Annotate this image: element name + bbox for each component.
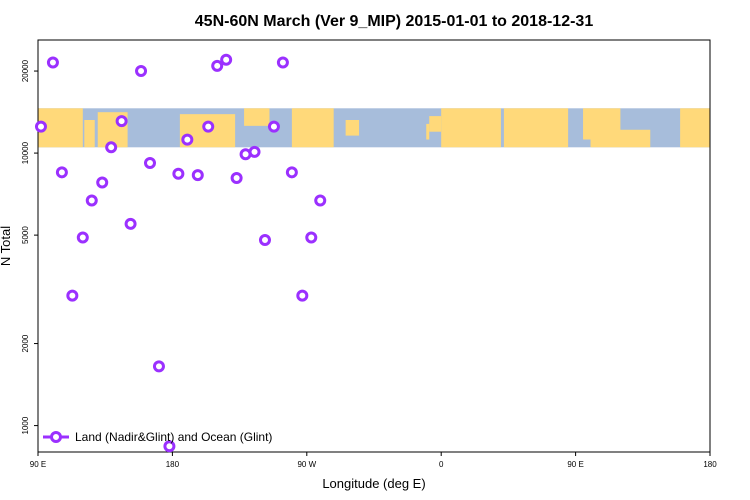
data-point <box>211 59 224 72</box>
x-tick-label: 180 <box>166 460 180 469</box>
data-point <box>258 233 271 246</box>
legend: Land (Nadir&Glint) and Ocean (Glint) <box>43 430 272 444</box>
data-point <box>85 194 98 207</box>
map-land-area <box>345 119 360 136</box>
data-point <box>163 440 176 453</box>
map-land-area <box>244 108 270 126</box>
map-land-area <box>84 119 95 148</box>
legend-marker <box>50 431 62 443</box>
data-point <box>248 145 261 158</box>
data-point <box>230 172 243 185</box>
data-point <box>267 120 280 133</box>
legend-label: Land (Nadir&Glint) and Ocean (Glint) <box>75 430 272 444</box>
x-tick-label: 90 E <box>567 460 583 469</box>
map-land-area <box>426 123 430 140</box>
x-tick-label: 180 <box>703 460 717 469</box>
map-land-area <box>291 108 334 148</box>
data-point <box>172 167 185 180</box>
data-point <box>314 194 327 207</box>
plot-frame <box>37 39 711 453</box>
map-land-area <box>680 108 710 148</box>
x-tick-label: 90 W <box>297 460 316 469</box>
data-point <box>55 166 68 179</box>
x-axis-label: Longitude (deg E) <box>322 476 425 491</box>
data-point <box>124 217 137 230</box>
y-tick-label: 5000 <box>21 226 30 244</box>
map-land-area <box>441 108 501 148</box>
x-tick-label: 0 <box>439 460 444 469</box>
data-point <box>191 169 204 182</box>
y-tick-label: 10000 <box>21 141 30 164</box>
data-point <box>46 56 59 69</box>
data-point <box>285 166 298 179</box>
data-point <box>296 289 309 302</box>
data-point <box>76 231 89 244</box>
data-point <box>96 176 109 189</box>
data-point <box>181 133 194 146</box>
map-land-area <box>429 116 442 132</box>
data-point <box>144 156 156 169</box>
y-axis-label: N Total <box>0 226 13 266</box>
data-point <box>34 120 47 133</box>
data-point <box>105 141 118 154</box>
data-point <box>135 65 148 78</box>
data-point <box>115 115 128 128</box>
y-tick-label: 2000 <box>21 334 30 352</box>
data-point <box>66 289 79 302</box>
data-point <box>220 53 233 66</box>
map-band <box>38 108 710 148</box>
x-tick-label: 90 E <box>30 460 46 469</box>
data-point <box>152 360 165 373</box>
map-land-area <box>503 108 569 148</box>
data-point <box>202 120 215 133</box>
data-series <box>34 53 327 453</box>
y-tick-label: 20000 <box>21 59 30 82</box>
y-axis: 1000 2000 5000 10000 20000 <box>21 59 38 434</box>
chart-title: 45N-60N March (Ver 9_MIP) 2015-01-01 to … <box>195 13 594 30</box>
data-point <box>276 56 289 69</box>
data-point <box>305 231 318 244</box>
y-tick-label: 1000 <box>21 416 30 434</box>
x-axis: 90 E 180 90 W 0 90 E 180 <box>30 452 717 469</box>
map-land-area <box>590 129 651 148</box>
